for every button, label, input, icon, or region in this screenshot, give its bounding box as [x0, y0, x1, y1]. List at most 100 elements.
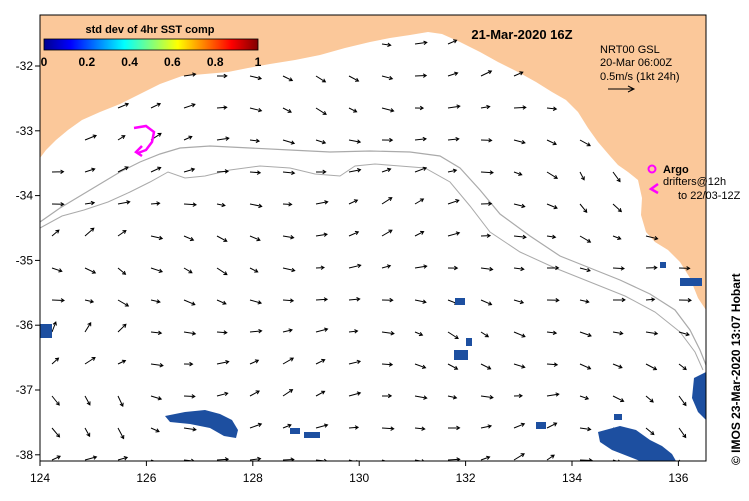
sst-patch-small	[290, 428, 300, 434]
current-vector-arrow	[216, 391, 229, 397]
current-vector-arrow	[480, 170, 494, 175]
current-vector-arrow	[249, 170, 262, 175]
current-vector-arrow	[216, 267, 228, 276]
current-vector-arrow	[249, 138, 261, 144]
current-vector-arrow	[546, 139, 557, 146]
current-vector-arrow	[282, 202, 293, 207]
sst-patch-small	[40, 324, 52, 338]
current-vector-arrow	[84, 200, 96, 206]
current-vector-arrow	[216, 73, 228, 79]
colorbar: std dev of 4hr SST comp 0 0.2 0.4 0.6 0.8 1	[41, 24, 262, 69]
current-vector-arrow	[414, 40, 428, 45]
current-vector-arrow	[348, 425, 360, 430]
current-vector-arrow	[579, 267, 591, 273]
current-vector-arrow	[414, 166, 428, 173]
current-vector-arrow	[84, 227, 95, 237]
current-vector-arrow	[84, 395, 91, 406]
current-vector-arrow	[513, 234, 527, 240]
current-vector-arrow	[480, 104, 491, 110]
current-vector-arrow	[678, 297, 692, 303]
current-vector-arrow	[315, 107, 327, 115]
current-vector-arrow	[381, 331, 395, 336]
current-vector-arrow	[645, 363, 658, 371]
current-vector-arrow	[447, 39, 458, 45]
current-vector-arrow	[414, 264, 428, 269]
sst-patch-small	[454, 350, 468, 360]
current-vector-arrow	[348, 391, 362, 397]
current-vector-arrow	[51, 321, 57, 333]
current-vector-arrow	[51, 455, 61, 461]
current-vector-arrow	[480, 70, 493, 77]
current-vector-arrow	[447, 231, 461, 237]
current-vector-arrow	[315, 297, 329, 302]
current-vector-arrow	[381, 297, 394, 303]
current-vector-arrow	[513, 363, 526, 369]
x-tick-label: 126	[136, 471, 156, 485]
current-vector-arrow	[447, 331, 459, 340]
current-vector-arrow	[117, 229, 127, 237]
current-scale-legend: NRT00 GSL 20-Mar 06:00Z 0.5m/s (1kt 24h)	[600, 44, 679, 93]
current-vector-arrow	[381, 393, 393, 399]
current-vector-arrow	[480, 266, 494, 272]
colorbar-tick-label: 0	[41, 55, 48, 69]
current-vector-arrow	[381, 137, 394, 143]
current-vector-arrow	[579, 426, 592, 432]
current-vector-arrow	[348, 359, 362, 365]
current-vector-arrow	[513, 139, 526, 145]
current-vector-arrow	[282, 75, 294, 82]
current-vector-arrow	[183, 235, 195, 242]
current-vector-arrow	[282, 328, 293, 333]
current-vector-arrow	[84, 455, 98, 461]
current-vector-arrow	[579, 203, 588, 213]
current-vector-arrow	[282, 357, 295, 365]
plot-frame	[39, 14, 707, 462]
current-vector-arrow	[414, 395, 428, 400]
current-vector-arrow	[183, 135, 193, 141]
credit-text: © IMOS 23-Mar-2020 13:07 Hobart	[729, 273, 743, 465]
bathymetry-contour-slope	[40, 163, 704, 371]
current-vector-arrow	[216, 202, 226, 208]
current-vector-arrow	[84, 267, 97, 274]
current-vector-arrow	[249, 75, 263, 81]
current-vector-arrow	[315, 327, 329, 333]
colorbar-tick-label: 1	[255, 55, 262, 69]
current-vector-arrow	[150, 299, 161, 304]
current-vector-arrow	[249, 456, 262, 461]
current-vector-arrow	[117, 102, 130, 109]
current-vector-arrow	[315, 139, 327, 145]
current-vector-arrow	[513, 299, 525, 305]
current-vector-arrow	[150, 427, 160, 433]
current-vector-arrow	[612, 331, 624, 336]
current-vector-arrow	[216, 299, 227, 305]
current-vector-arrow	[216, 136, 230, 141]
current-vector-arrow	[579, 299, 590, 304]
sst-std-dev-patches	[40, 262, 706, 461]
current-vector-arrow	[678, 266, 691, 271]
current-vector-arrow	[51, 395, 60, 406]
current-vector-arrow	[678, 427, 687, 439]
sst-patch-small	[536, 422, 546, 429]
colorbar-title: std dev of 4hr SST comp	[86, 24, 215, 36]
current-vector-arrow	[183, 299, 196, 306]
current-vector-arrow	[546, 106, 558, 111]
current-vector-arrow	[150, 395, 163, 401]
sst-patch-small	[614, 414, 622, 420]
current-vector-arrow	[381, 75, 394, 81]
current-vector-arrow	[183, 427, 197, 432]
current-vector-arrow	[282, 235, 295, 240]
argo-label: Argo	[663, 164, 689, 176]
current-vector-arrow	[183, 267, 193, 274]
sst-patch-large	[165, 410, 238, 438]
current-vector-arrow	[546, 330, 558, 335]
y-tick-label: -36	[16, 318, 34, 332]
x-tick-label: 124	[30, 471, 50, 485]
current-vector-arrow	[480, 363, 492, 370]
current-vector-arrow	[612, 395, 625, 403]
current-vector-arrow	[249, 299, 263, 305]
current-vector-arrow	[51, 357, 60, 365]
current-vector-arrow	[678, 363, 687, 371]
current-vector-arrow	[579, 139, 591, 147]
current-vector-arrow	[579, 171, 585, 181]
current-vector-arrow	[84, 167, 96, 173]
